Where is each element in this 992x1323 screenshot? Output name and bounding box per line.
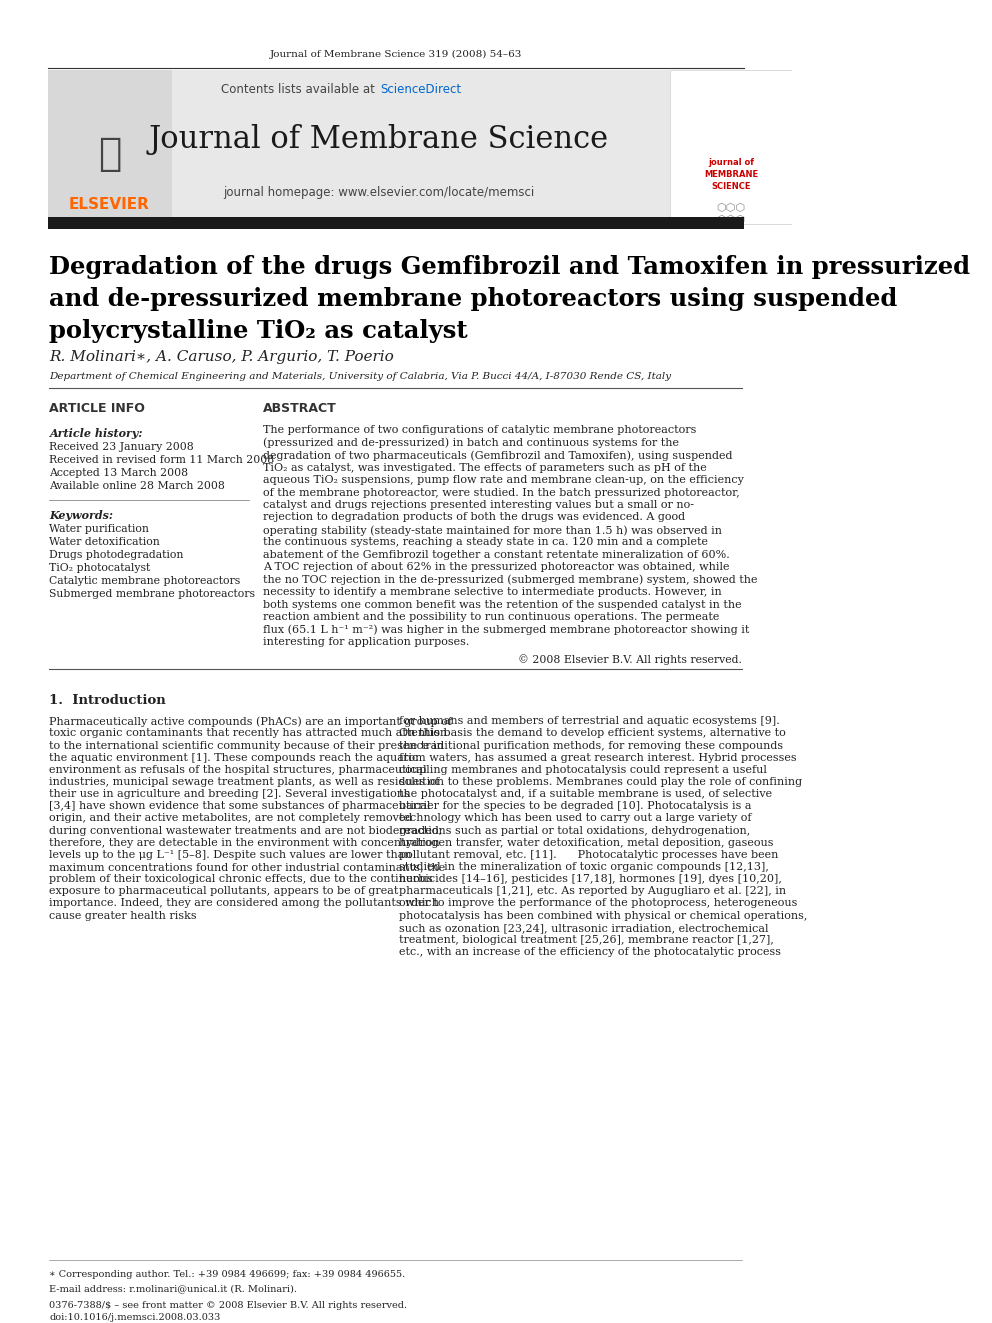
Text: reactions such as partial or total oxidations, dehydrogenation,: reactions such as partial or total oxida…	[399, 826, 750, 836]
Text: cause greater health risks: cause greater health risks	[50, 910, 197, 921]
Text: the no TOC rejection in the de-pressurized (submerged membrane) system, showed t: the no TOC rejection in the de-pressuriz…	[263, 574, 758, 585]
Text: solution to these problems. Membranes could play the role of confining: solution to these problems. Membranes co…	[399, 777, 803, 787]
Text: [3,4] have shown evidence that some substances of pharmaceutical: [3,4] have shown evidence that some subs…	[50, 802, 431, 811]
Text: origin, and their active metabolites, are not completely removed: origin, and their active metabolites, ar…	[50, 814, 413, 823]
Text: interesting for application purposes.: interesting for application purposes.	[263, 636, 470, 647]
Text: degradation of two pharmaceuticals (Gemfibrozil and Tamoxifen), using suspended: degradation of two pharmaceuticals (Gemf…	[263, 450, 733, 460]
Bar	[671, 70, 792, 224]
Text: treatment, biological treatment [25,26], membrane reactor [1,27],: treatment, biological treatment [25,26],…	[399, 935, 774, 945]
Text: 0376-7388/$ – see front matter © 2008 Elsevier B.V. All rights reserved.: 0376-7388/$ – see front matter © 2008 El…	[50, 1301, 408, 1310]
Text: herbicides [14–16], pesticides [17,18], hormones [19], dyes [10,20],: herbicides [14–16], pesticides [17,18], …	[399, 875, 782, 884]
Text: journal of
MEMBRANE
SCIENCE: journal of MEMBRANE SCIENCE	[704, 157, 758, 191]
Text: exposure to pharmaceutical pollutants, appears to be of great: exposure to pharmaceutical pollutants, a…	[50, 886, 399, 897]
Text: importance. Indeed, they are considered among the pollutants which: importance. Indeed, they are considered …	[50, 898, 439, 909]
Text: ∗ Corresponding author. Tel.: +39 0984 496699; fax: +39 0984 496655.: ∗ Corresponding author. Tel.: +39 0984 4…	[50, 1270, 406, 1279]
Text: Received 23 January 2008: Received 23 January 2008	[50, 442, 194, 452]
Text: during conventional wastewater treatments and are not biodegraded;: during conventional wastewater treatment…	[50, 826, 443, 836]
Text: environment as refusals of the hospital structures, pharmaceutical: environment as refusals of the hospital …	[50, 765, 428, 775]
Text: for humans and members of terrestrial and aquatic ecosystems [9].: for humans and members of terrestrial an…	[399, 716, 780, 726]
Text: Contents lists available at: Contents lists available at	[221, 83, 379, 97]
Text: to the international scientific community because of their presence in: to the international scientific communit…	[50, 741, 444, 750]
Text: technology which has been used to carry out a large variety of: technology which has been used to carry …	[399, 814, 752, 823]
Text: order to improve the performance of the photoprocess, heterogeneous: order to improve the performance of the …	[399, 898, 798, 909]
Text: etc., with an increase of the efficiency of the photocatalytic process: etc., with an increase of the efficiency…	[399, 947, 781, 957]
Text: hydrogen transfer, water detoxification, metal deposition, gaseous: hydrogen transfer, water detoxification,…	[399, 837, 774, 848]
Bar	[48, 70, 671, 224]
Text: toxic organic contaminants that recently has attracted much attention: toxic organic contaminants that recently…	[50, 729, 447, 738]
Text: ARTICLE INFO: ARTICLE INFO	[50, 402, 146, 415]
Text: photocatalysis has been combined with physical or chemical operations,: photocatalysis has been combined with ph…	[399, 910, 807, 921]
Text: 🌳: 🌳	[97, 135, 121, 173]
Text: Available online 28 March 2008: Available online 28 March 2008	[50, 482, 225, 491]
Text: TiO₂ as catalyst, was investigated. The effects of parameters such as pH of the: TiO₂ as catalyst, was investigated. The …	[263, 463, 707, 472]
Text: problem of their toxicological chronic effects, due to the continuous: problem of their toxicological chronic e…	[50, 875, 434, 884]
Text: polycrystalline TiO₂ as catalyst: polycrystalline TiO₂ as catalyst	[50, 319, 468, 343]
Text: Received in revised form 11 March 2008: Received in revised form 11 March 2008	[50, 455, 275, 466]
Text: (pressurized and de-pressurized) in batch and continuous systems for the: (pressurized and de-pressurized) in batc…	[263, 438, 680, 448]
Text: The performance of two configurations of catalytic membrane photoreactors: The performance of two configurations of…	[263, 425, 696, 435]
Text: industries, municipal sewage treatment plants, as well as residues of: industries, municipal sewage treatment p…	[50, 777, 439, 787]
Text: Catalytic membrane photoreactors: Catalytic membrane photoreactors	[50, 576, 241, 586]
Text: pharmaceuticals [1,21], etc. As reported by Augugliaro et al. [22], in: pharmaceuticals [1,21], etc. As reported…	[399, 886, 786, 897]
Text: from waters, has assumed a great research interest. Hybrid processes: from waters, has assumed a great researc…	[399, 753, 797, 762]
Text: necessity to identify a membrane selective to intermediate products. However, in: necessity to identify a membrane selecti…	[263, 587, 722, 597]
Text: 1.  Introduction: 1. Introduction	[50, 695, 167, 708]
Bar	[48, 217, 744, 229]
Text: doi:10.1016/j.memsci.2008.03.033: doi:10.1016/j.memsci.2008.03.033	[50, 1312, 221, 1322]
Text: ⬡⬡⬡
⬡⬡⬡: ⬡⬡⬡ ⬡⬡⬡	[716, 204, 746, 225]
Text: studied in the mineralization of toxic organic compounds [12,13],: studied in the mineralization of toxic o…	[399, 863, 769, 872]
Text: On this basis the demand to develop efficient systems, alternative to: On this basis the demand to develop effi…	[399, 729, 786, 738]
Text: both systems one common benefit was the retention of the suspended catalyst in t: both systems one common benefit was the …	[263, 599, 742, 610]
Text: Pharmaceutically active compounds (PhACs) are an important group of: Pharmaceutically active compounds (PhACs…	[50, 716, 452, 726]
Text: Keywords:: Keywords:	[50, 509, 113, 521]
Text: Department of Chemical Engineering and Materials, University of Calabria, Via P.: Department of Chemical Engineering and M…	[50, 372, 672, 381]
Text: the aquatic environment [1]. These compounds reach the aquatic: the aquatic environment [1]. These compo…	[50, 753, 419, 762]
Text: maximum concentrations found for other industrial contaminants, the: maximum concentrations found for other i…	[50, 863, 445, 872]
Text: their use in agriculture and breeding [2]. Several investigations: their use in agriculture and breeding [2…	[50, 789, 411, 799]
Text: R. Molinari∗, A. Caruso, P. Argurio, T. Poerio: R. Molinari∗, A. Caruso, P. Argurio, T. …	[50, 349, 394, 364]
Text: barrier for the species to be degraded [10]. Photocatalysis is a: barrier for the species to be degraded […	[399, 802, 752, 811]
Text: aqueous TiO₂ suspensions, pump flow rate and membrane clean-up, on the efficienc: aqueous TiO₂ suspensions, pump flow rate…	[263, 475, 744, 486]
Text: Drugs photodegradation: Drugs photodegradation	[50, 550, 184, 560]
Text: journal homepage: www.elsevier.com/locate/memsci: journal homepage: www.elsevier.com/locat…	[223, 185, 535, 198]
Text: rejection to degradation products of both the drugs was evidenced. A good: rejection to degradation products of bot…	[263, 512, 685, 523]
Text: pollutant removal, etc. [11].      Photocatalytic processes have been: pollutant removal, etc. [11]. Photocatal…	[399, 849, 779, 860]
Text: levels up to the μg L⁻¹ [5–8]. Despite such values are lower than: levels up to the μg L⁻¹ [5–8]. Despite s…	[50, 849, 412, 860]
Text: Accepted 13 March 2008: Accepted 13 March 2008	[50, 468, 188, 478]
Text: the photocatalyst and, if a suitable membrane is used, of selective: the photocatalyst and, if a suitable mem…	[399, 789, 772, 799]
Text: Journal of Membrane Science: Journal of Membrane Science	[149, 124, 609, 155]
Text: Article history:: Article history:	[50, 429, 143, 439]
Text: Water purification: Water purification	[50, 524, 150, 534]
Text: and de-pressurized membrane photoreactors using suspended: and de-pressurized membrane photoreactor…	[50, 287, 898, 311]
Text: Journal of Membrane Science 319 (2008) 54–63: Journal of Membrane Science 319 (2008) 5…	[270, 50, 522, 60]
Text: Water detoxification: Water detoxification	[50, 537, 161, 546]
Text: ABSTRACT: ABSTRACT	[263, 402, 337, 415]
Text: coupling membranes and photocatalysis could represent a useful: coupling membranes and photocatalysis co…	[399, 765, 767, 775]
Text: © 2008 Elsevier B.V. All rights reserved.: © 2008 Elsevier B.V. All rights reserved…	[518, 655, 742, 665]
Text: reaction ambient and the possibility to run continuous operations. The permeate: reaction ambient and the possibility to …	[263, 613, 720, 622]
Text: flux (65.1 L h⁻¹ m⁻²) was higher in the submerged membrane photoreactor showing : flux (65.1 L h⁻¹ m⁻²) was higher in the …	[263, 624, 750, 635]
Text: such as ozonation [23,24], ultrasonic irradiation, electrochemical: such as ozonation [23,24], ultrasonic ir…	[399, 923, 769, 933]
Text: the traditional purification methods, for removing these compounds: the traditional purification methods, fo…	[399, 741, 783, 750]
Text: ScienceDirect: ScienceDirect	[380, 83, 461, 97]
Bar	[48, 70, 172, 224]
Text: of the membrane photoreactor, were studied. In the batch pressurized photoreacto: of the membrane photoreactor, were studi…	[263, 488, 740, 497]
Text: E-mail address: r.molinari@unical.it (R. Molinari).: E-mail address: r.molinari@unical.it (R.…	[50, 1285, 298, 1293]
Text: A TOC rejection of about 62% in the pressurized photoreactor was obtained, while: A TOC rejection of about 62% in the pres…	[263, 562, 730, 573]
Text: Degradation of the drugs Gemfibrozil and Tamoxifen in pressurized: Degradation of the drugs Gemfibrozil and…	[50, 255, 970, 279]
Text: catalyst and drugs rejections presented interesting values but a small or no-: catalyst and drugs rejections presented …	[263, 500, 694, 511]
Text: TiO₂ photocatalyst: TiO₂ photocatalyst	[50, 562, 151, 573]
Text: abatement of the Gemfibrozil together a constant retentate mineralization of 60%: abatement of the Gemfibrozil together a …	[263, 550, 730, 560]
Text: the continuous systems, reaching a steady state in ca. 120 min and a complete: the continuous systems, reaching a stead…	[263, 537, 708, 548]
Text: operating stability (steady-state maintained for more than 1.5 h) was observed i: operating stability (steady-state mainta…	[263, 525, 722, 536]
Text: Submerged membrane photoreactors: Submerged membrane photoreactors	[50, 589, 256, 599]
Text: ELSEVIER: ELSEVIER	[68, 197, 150, 212]
Text: therefore, they are detectable in the environment with concentration: therefore, they are detectable in the en…	[50, 837, 440, 848]
